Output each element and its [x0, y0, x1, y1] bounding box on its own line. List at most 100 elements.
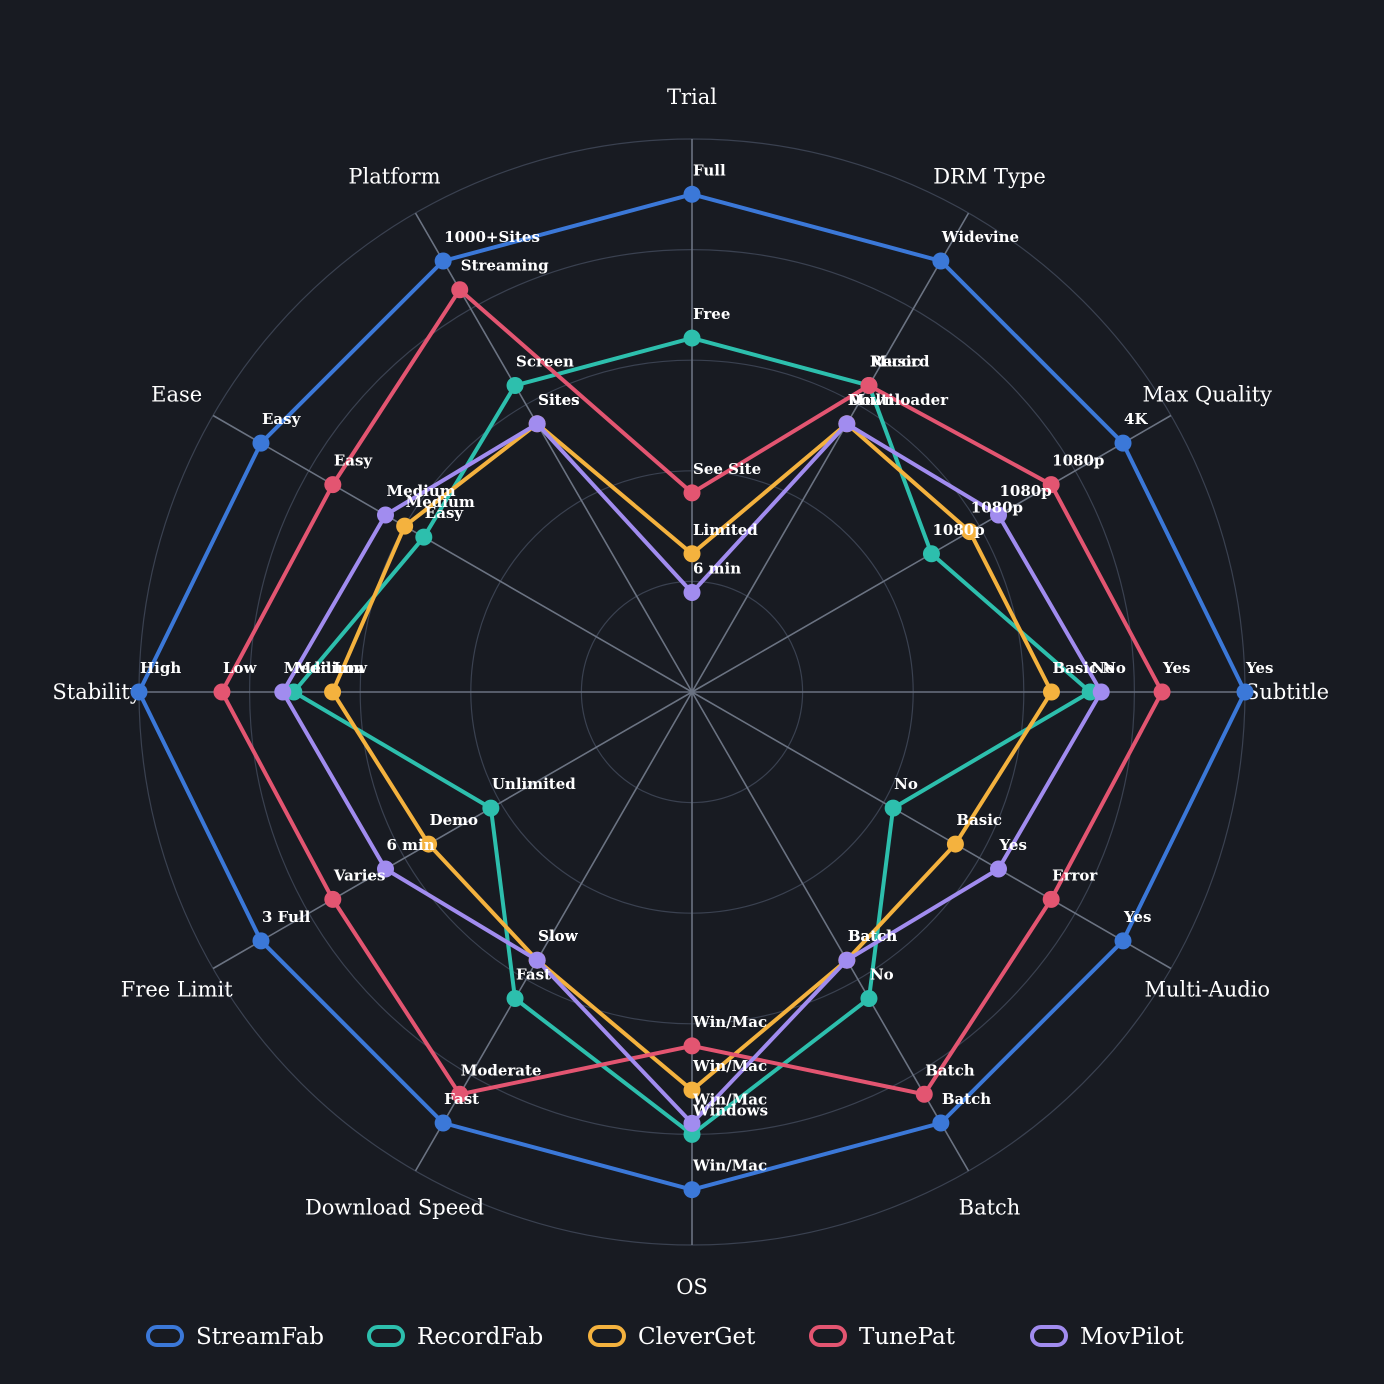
point-label-cleverget-trial: Limited: [693, 521, 758, 539]
point-tunepat-os: [683, 1037, 701, 1055]
point-label-recordfab-os: Windows: [692, 1101, 768, 1119]
legend-swatch-recordfab: [367, 1325, 405, 1347]
point-movpilot-multi-audio: [990, 860, 1008, 878]
point-cleverget-multi-audio: [946, 835, 964, 853]
point-streamfab-os: [683, 1181, 701, 1199]
point-label-tunepat-download-speed: Moderate: [461, 1061, 542, 1079]
point-label-tunepat-multi-audio: Error: [1052, 866, 1098, 884]
point-label-cleverget-download-speed: Slow: [538, 927, 579, 945]
point-label-recordfab-max-quality: 1080p: [932, 521, 984, 539]
point-label-streamfab-trial: Full: [693, 161, 726, 179]
point-recordfab-download-speed: [506, 990, 524, 1008]
point-label-movpilot-download-speed: Slow: [538, 927, 579, 945]
point-label-tunepat-batch: Batch: [925, 1061, 974, 1079]
axis-label-drm-type: DRM Type: [933, 165, 1046, 189]
series-streamfab: [130, 185, 1254, 1199]
point-recordfab-free-limit: [482, 799, 500, 817]
spoke-ease: [212, 414, 693, 693]
series-movpilot: [274, 415, 1110, 1132]
axis-label-stability: Stability: [52, 680, 141, 704]
point-movpilot-ease: [376, 506, 394, 524]
point-label-recordfab-stability: Medium: [295, 659, 364, 677]
point-movpilot-drm-type: [838, 415, 856, 433]
point-label-cleverget-stability: Low: [334, 659, 369, 677]
point-label-tunepat-platform: Streaming: [461, 257, 549, 275]
point-cleverget-max-quality: [961, 523, 979, 541]
point-cleverget-ease: [396, 517, 414, 535]
point-label-recordfab-free-limit: Unlimited: [492, 775, 576, 793]
point-label-recordfab-drm-type: Record: [870, 352, 930, 370]
point-label-recordfab-batch: No: [870, 966, 894, 984]
point-label-streamfab-max-quality: 4K: [1124, 410, 1148, 428]
point-label-recordfab-subtitle: No: [1091, 659, 1115, 677]
point-label-tunepat-trial: See Site: [693, 460, 761, 478]
point-label-movpilot-trial: 6 min: [693, 559, 741, 577]
point-streamfab-subtitle: [1236, 683, 1254, 701]
point-movpilot-platform: [528, 415, 546, 433]
legend-swatch-streamfab: [146, 1325, 184, 1347]
legend-label-cleverget: CleverGet: [638, 1324, 756, 1350]
point-movpilot-subtitle: [1092, 683, 1110, 701]
point-label-streamfab-ease: Easy: [262, 410, 302, 428]
point-label-movpilot-os: Win/Mac: [692, 1090, 767, 1108]
series-layer: [130, 185, 1254, 1199]
point-labels: Full Widevine 4K Yes Yes Batch Win/Mac Fast 3 Fu…: [140, 161, 1273, 1174]
point-label-movpilot-batch: Batch: [848, 927, 897, 945]
axis-label-ease: Ease: [151, 383, 202, 407]
point-streamfab-free-limit: [252, 932, 270, 950]
point-label-tunepat-subtitle: Yes: [1162, 659, 1190, 677]
point-streamfab-stability: [130, 683, 148, 701]
point-label-recordfab-platform: Screen: [516, 352, 574, 370]
point-label-tunepat-stability: Low: [223, 659, 258, 677]
legend-label-streamfab: StreamFab: [196, 1324, 324, 1350]
point-movpilot-free-limit: [376, 860, 394, 878]
point-recordfab-trial: [683, 329, 701, 347]
point-tunepat-trial: [683, 484, 701, 502]
legend-label-recordfab: RecordFab: [417, 1324, 543, 1350]
point-label-streamfab-download-speed: Fast: [444, 1090, 479, 1108]
point-tunepat-drm-type: [860, 376, 878, 394]
point-cleverget-os: [683, 1081, 701, 1099]
legend-item-movpilot[interactable]: MovPilot: [1030, 1324, 1184, 1350]
axis-label-batch: Batch: [959, 1195, 1021, 1219]
point-streamfab-trial: [683, 185, 701, 203]
spoke-multi-audio: [691, 691, 1172, 970]
spoke-free-limit: [212, 691, 693, 970]
grid: [138, 138, 1246, 1246]
point-recordfab-platform: [506, 376, 524, 394]
point-label-cleverget-drm-type: Downloader: [848, 391, 949, 409]
point-tunepat-max-quality: [1042, 476, 1060, 494]
point-cleverget-stability: [324, 683, 342, 701]
point-label-tunepat-ease: Easy: [334, 452, 374, 470]
legend-item-cleverget[interactable]: CleverGet: [588, 1324, 756, 1350]
point-recordfab-batch: [860, 990, 878, 1008]
point-label-recordfab-trial: Free: [693, 305, 730, 323]
axis-label-free-limit: Free Limit: [121, 978, 233, 1002]
point-label-streamfab-subtitle: Yes: [1245, 659, 1273, 677]
point-label-movpilot-subtitle: No: [1102, 659, 1126, 677]
point-streamfab-batch: [932, 1114, 950, 1132]
legend-item-recordfab[interactable]: RecordFab: [367, 1324, 543, 1350]
point-label-movpilot-ease: Medium: [386, 482, 455, 500]
point-tunepat-platform: [451, 281, 469, 299]
legend-swatch-cleverget: [588, 1325, 626, 1347]
point-label-cleverget-platform: Sites: [538, 391, 579, 409]
point-label-streamfab-multi-audio: Yes: [1123, 908, 1151, 926]
point-label-movpilot-platform: Sites: [538, 391, 579, 409]
point-label-tunepat-free-limit: Varies: [333, 866, 386, 884]
legend-label-movpilot: MovPilot: [1080, 1324, 1184, 1350]
point-label-tunepat-os: Win/Mac: [692, 1013, 767, 1031]
point-label-streamfab-platform: 1000+Sites: [444, 228, 540, 246]
legend-item-streamfab[interactable]: StreamFab: [146, 1324, 324, 1350]
legend: StreamFab RecordFab CleverGet TunePat MovPil…: [146, 1324, 1184, 1350]
point-label-recordfab-download-speed: Fast: [516, 966, 551, 984]
point-streamfab-download-speed: [434, 1114, 452, 1132]
point-label-cleverget-free-limit: Demo: [430, 811, 478, 829]
legend-item-tunepat[interactable]: TunePat: [809, 1324, 956, 1350]
point-label-streamfab-stability: High: [140, 659, 181, 677]
point-label-streamfab-batch: Batch: [942, 1090, 991, 1108]
point-streamfab-platform: [434, 252, 452, 270]
point-label-cleverget-subtitle: Basic: [1052, 659, 1098, 677]
point-label-streamfab-drm-type: Widevine: [941, 228, 1019, 246]
point-movpilot-batch: [838, 951, 856, 969]
